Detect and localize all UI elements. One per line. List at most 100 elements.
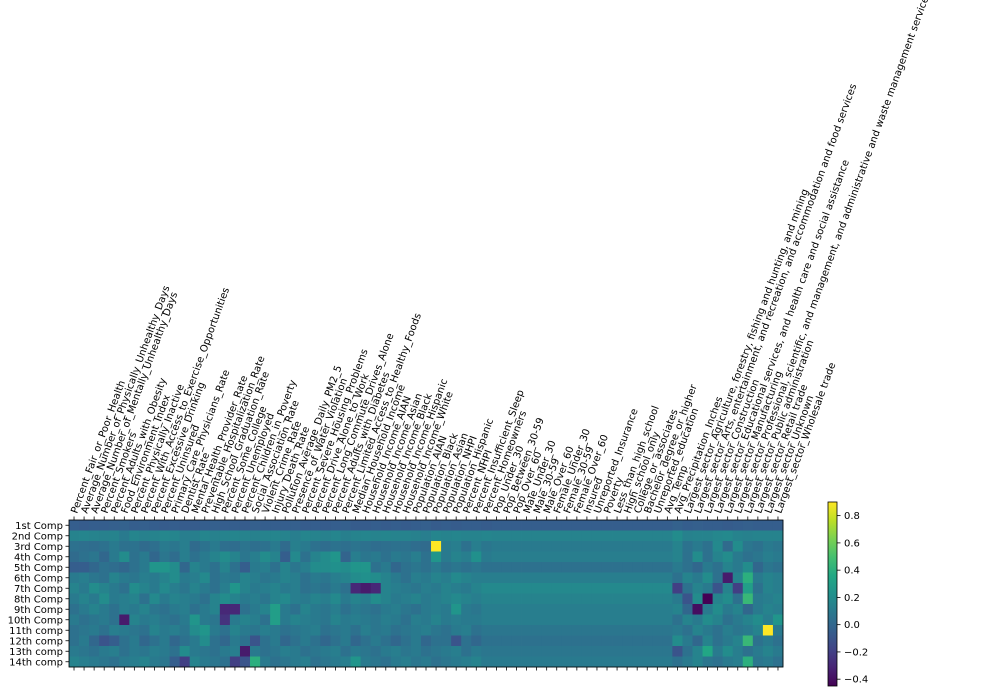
heatmap-cell bbox=[199, 604, 211, 615]
heatmap-cell bbox=[380, 625, 392, 636]
heatmap-cell bbox=[571, 583, 583, 594]
heatmap-cell bbox=[280, 604, 291, 615]
heatmap-cell bbox=[129, 541, 140, 552]
heatmap-cell bbox=[471, 635, 482, 647]
heatmap-cell bbox=[531, 541, 543, 552]
heatmap-cell bbox=[722, 646, 734, 657]
heatmap-cell bbox=[642, 604, 653, 615]
heatmap-cell bbox=[229, 562, 241, 573]
heatmap-cell bbox=[622, 541, 633, 552]
heatmap-cell bbox=[762, 635, 774, 647]
heatmap-cell bbox=[390, 583, 402, 594]
heatmap-cell bbox=[270, 646, 281, 657]
heatmap-cell bbox=[310, 593, 321, 605]
heatmap-cell bbox=[350, 572, 362, 584]
heatmap-cell bbox=[99, 614, 110, 626]
heatmap-cell bbox=[752, 593, 764, 605]
heatmap-cell bbox=[672, 646, 683, 657]
heatmap-cell bbox=[129, 625, 140, 636]
heatmap-cell bbox=[139, 551, 150, 563]
heatmap-cell bbox=[159, 572, 170, 584]
heatmap-cell bbox=[702, 541, 714, 552]
heatmap-cell bbox=[612, 572, 623, 584]
heatmap-cell bbox=[431, 583, 442, 594]
row-label: 6th Comp bbox=[14, 573, 63, 584]
heatmap-cell bbox=[129, 572, 140, 584]
heatmap-cell bbox=[239, 520, 251, 531]
heatmap-cell bbox=[461, 541, 472, 552]
heatmap-cell bbox=[642, 625, 653, 636]
heatmap-cell bbox=[189, 604, 201, 615]
heatmap-cell bbox=[571, 646, 583, 657]
heatmap-cell bbox=[541, 520, 553, 531]
heatmap-cell bbox=[742, 593, 754, 605]
heatmap-cell bbox=[69, 551, 80, 563]
heatmap-cell bbox=[79, 572, 90, 584]
heatmap-cell bbox=[340, 625, 351, 636]
heatmap-cell bbox=[431, 520, 442, 531]
heatmap-cell bbox=[752, 520, 764, 531]
heatmap-cell bbox=[420, 593, 432, 605]
heatmap-cell bbox=[591, 541, 603, 552]
heatmap-cell bbox=[571, 656, 583, 668]
heatmap-cell bbox=[99, 656, 110, 668]
heatmap-cell bbox=[491, 635, 502, 647]
heatmap-cell bbox=[722, 530, 734, 542]
heatmap-cell bbox=[712, 646, 724, 657]
heatmap-cell bbox=[250, 551, 261, 563]
heatmap-cell bbox=[762, 562, 774, 573]
heatmap-cell bbox=[601, 551, 613, 563]
heatmap-cell bbox=[531, 562, 543, 573]
heatmap-cell bbox=[431, 551, 442, 563]
heatmap-cell bbox=[169, 593, 181, 605]
heatmap-cell bbox=[320, 656, 331, 668]
heatmap-cell bbox=[350, 625, 362, 636]
heatmap-cell bbox=[169, 625, 181, 636]
heatmap-cell bbox=[360, 604, 372, 615]
heatmap-cell bbox=[772, 656, 784, 668]
heatmap-cell bbox=[601, 572, 613, 584]
heatmap-cell bbox=[712, 562, 724, 573]
heatmap-cell bbox=[410, 625, 422, 636]
heatmap-cell bbox=[129, 520, 140, 531]
heatmap-cell bbox=[672, 583, 683, 594]
heatmap-cell bbox=[461, 572, 472, 584]
heatmap-cell bbox=[501, 625, 512, 636]
heatmap-cell bbox=[471, 562, 482, 573]
heatmap-cell bbox=[129, 646, 140, 657]
heatmap-cell bbox=[762, 614, 774, 626]
heatmap-cell bbox=[410, 646, 422, 657]
heatmap-cell bbox=[752, 541, 764, 552]
heatmap-cell bbox=[119, 614, 130, 626]
heatmap-cell bbox=[742, 604, 754, 615]
heatmap-cell bbox=[742, 551, 754, 563]
heatmap-cell bbox=[260, 583, 271, 594]
heatmap-cell bbox=[179, 572, 191, 584]
heatmap-cell bbox=[89, 562, 100, 573]
heatmap-cell bbox=[662, 656, 673, 668]
heatmap-cell bbox=[471, 646, 482, 657]
heatmap-cell bbox=[270, 593, 281, 605]
heatmap-cell bbox=[642, 656, 653, 668]
heatmap-cell bbox=[632, 593, 643, 605]
heatmap-cell bbox=[682, 593, 693, 605]
heatmap-cell bbox=[672, 530, 683, 542]
heatmap-cell bbox=[69, 562, 80, 573]
heatmap-cell bbox=[370, 530, 382, 542]
heatmap-cell bbox=[69, 593, 80, 605]
heatmap-cell bbox=[712, 604, 724, 615]
heatmap-cell bbox=[209, 656, 221, 668]
heatmap-cell bbox=[270, 656, 281, 668]
heatmap-cell bbox=[772, 541, 784, 552]
heatmap-cell bbox=[521, 614, 532, 626]
heatmap-cell bbox=[712, 572, 724, 584]
heatmap-cell bbox=[712, 614, 724, 626]
heatmap-cell bbox=[541, 562, 553, 573]
heatmap-cell bbox=[260, 604, 271, 615]
heatmap-cell bbox=[471, 541, 482, 552]
heatmap-cell bbox=[400, 656, 412, 668]
heatmap-cell bbox=[632, 562, 643, 573]
heatmap-cell bbox=[722, 635, 734, 647]
heatmap-cell bbox=[772, 625, 784, 636]
heatmap-cell bbox=[380, 530, 392, 542]
